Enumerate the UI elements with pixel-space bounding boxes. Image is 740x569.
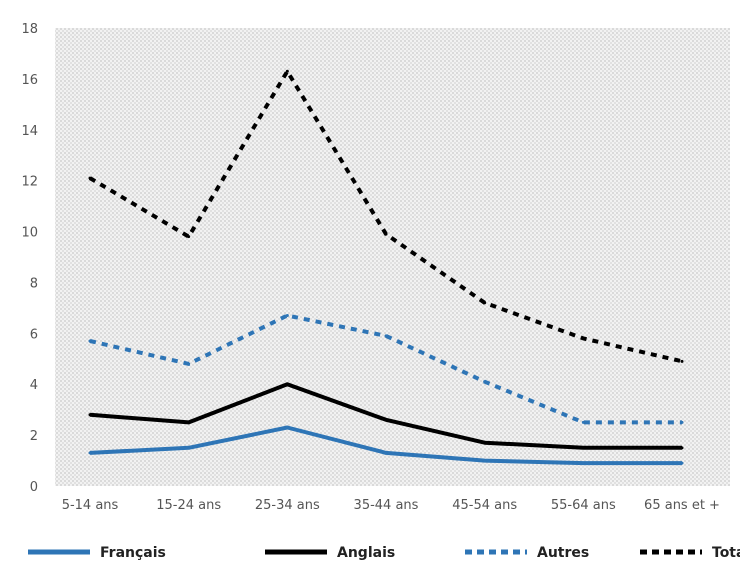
y-tick-label: 18	[21, 22, 38, 37]
data-point	[483, 301, 487, 305]
x-tick-label: 5-14 ans	[62, 498, 119, 513]
legend-label: Anglais	[337, 545, 395, 561]
data-point	[384, 451, 388, 455]
data-point	[187, 420, 191, 424]
legend-label: Autres	[537, 545, 589, 561]
y-tick-label: 6	[30, 327, 38, 342]
y-tick-label: 16	[21, 73, 38, 88]
x-axis: 5-14 ans 15-24 ans 25-34 ans 35-44 ans 45-54…	[62, 498, 720, 513]
data-point	[581, 420, 585, 424]
data-point	[680, 446, 684, 450]
series-lines	[88, 69, 684, 466]
x-tick-label: 65 ans et +	[644, 498, 720, 513]
y-tick-label: 2	[30, 429, 38, 444]
plot-area	[55, 28, 730, 486]
data-point	[581, 446, 585, 450]
data-point	[384, 232, 388, 236]
y-tick-label: 12	[21, 175, 38, 190]
y-tick-label: 0	[30, 480, 38, 495]
y-tick-label: 8	[30, 276, 38, 291]
x-tick-label: 15-24 ans	[156, 498, 221, 513]
data-point	[88, 451, 92, 455]
x-tick-label: 45-54 ans	[452, 498, 517, 513]
data-point	[384, 334, 388, 338]
x-tick-label: 55-64 ans	[551, 498, 616, 513]
data-point	[680, 420, 684, 424]
data-point	[483, 441, 487, 445]
y-axis: 0 2 4 6 8 10 12 14 16 18	[21, 22, 38, 495]
data-point	[187, 446, 191, 450]
data-point	[187, 235, 191, 239]
data-point	[680, 359, 684, 363]
data-point	[581, 336, 585, 340]
legend: Français Anglais Autres Total	[28, 545, 740, 561]
legend-label: Total	[712, 545, 740, 561]
data-point	[285, 425, 289, 429]
x-tick-label: 25-34 ans	[255, 498, 320, 513]
data-point	[680, 461, 684, 465]
y-tick-label: 10	[21, 226, 38, 241]
y-tick-label: 4	[30, 378, 38, 393]
data-point	[285, 69, 289, 73]
legend-label: Français	[100, 545, 166, 561]
data-point	[483, 459, 487, 463]
data-point	[88, 413, 92, 417]
data-point	[285, 382, 289, 386]
data-point	[384, 418, 388, 422]
x-tick-label: 35-44 ans	[354, 498, 419, 513]
data-point	[285, 314, 289, 318]
data-point	[88, 176, 92, 180]
data-point	[88, 339, 92, 343]
y-tick-label: 14	[21, 124, 38, 139]
data-point	[187, 362, 191, 366]
data-point	[581, 461, 585, 465]
data-point	[483, 380, 487, 384]
